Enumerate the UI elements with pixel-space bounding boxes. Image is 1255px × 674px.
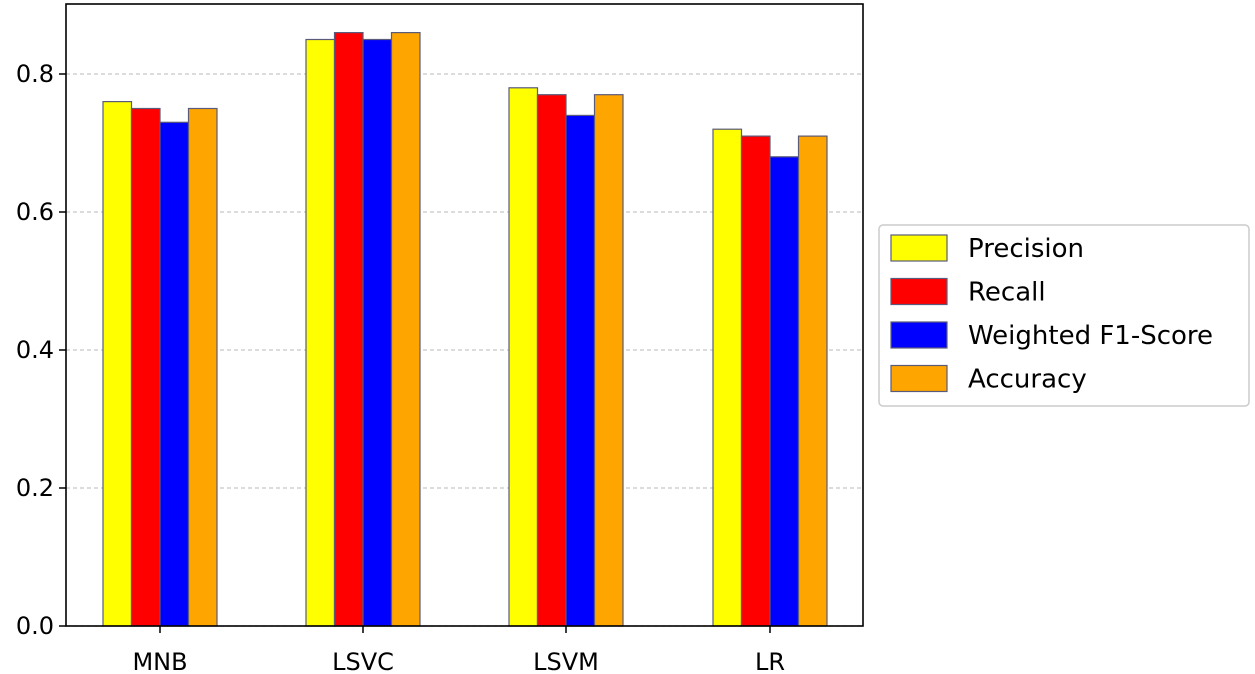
bar-lsvc-recall: [333, 31, 364, 627]
y-tick-label: 0.8: [16, 60, 54, 88]
bars: [102, 31, 828, 627]
x-tick-label: LSVM: [533, 648, 599, 674]
bar-lr-weighted-f1-score: [769, 156, 800, 627]
bar-mnb-precision: [102, 100, 133, 627]
bar-lr-recall: [740, 135, 771, 627]
y-tick-label: 0.0: [16, 612, 54, 640]
x-tick-label: LR: [755, 648, 785, 674]
legend-box: [878, 224, 1250, 407]
bar-lsvm-precision: [508, 87, 539, 627]
bar-mnb-weighted-f1-score: [159, 121, 190, 627]
legend-swatch-precision: [890, 234, 948, 262]
bar-lr-accuracy: [797, 135, 828, 627]
y-tick-label: 0.4: [16, 336, 54, 364]
legend-label: Weighted F1-Score: [968, 321, 1213, 351]
x-axis: MNB LSVC LSVM LR: [132, 626, 785, 674]
bar-lr-precision: [712, 128, 743, 627]
legend-label: Recall: [968, 278, 1046, 308]
plot-frame: [65, 3, 864, 627]
legend-label: Precision: [968, 234, 1084, 264]
legend: Precision Recall Weighted F1-Score Accuracy: [878, 224, 1250, 407]
bar-lsvm-recall: [536, 94, 567, 627]
y-tick-label: 0.2: [16, 474, 54, 502]
bar-lsvm-accuracy: [593, 94, 624, 627]
bar-lsvc-weighted-f1-score: [362, 38, 393, 627]
legend-swatch-weighted-f1-score: [890, 321, 948, 349]
legend-swatch-accuracy: [890, 364, 948, 393]
bar-mnb-recall: [130, 107, 161, 627]
bar-lsvm-weighted-f1-score: [565, 114, 596, 627]
legend-label: Accuracy: [968, 365, 1087, 395]
bar-lsvc-accuracy: [390, 31, 421, 627]
x-tick-label: MNB: [132, 648, 187, 674]
x-tick-label: LSVC: [332, 648, 394, 674]
bar-mnb-accuracy: [187, 107, 218, 627]
y-axis: 0.0 0.2 0.4 0.6 0.8: [16, 60, 66, 640]
y-tick-label: 0.6: [16, 198, 54, 226]
bar-lsvc-precision: [305, 38, 336, 627]
legend-swatch-recall: [890, 277, 948, 306]
